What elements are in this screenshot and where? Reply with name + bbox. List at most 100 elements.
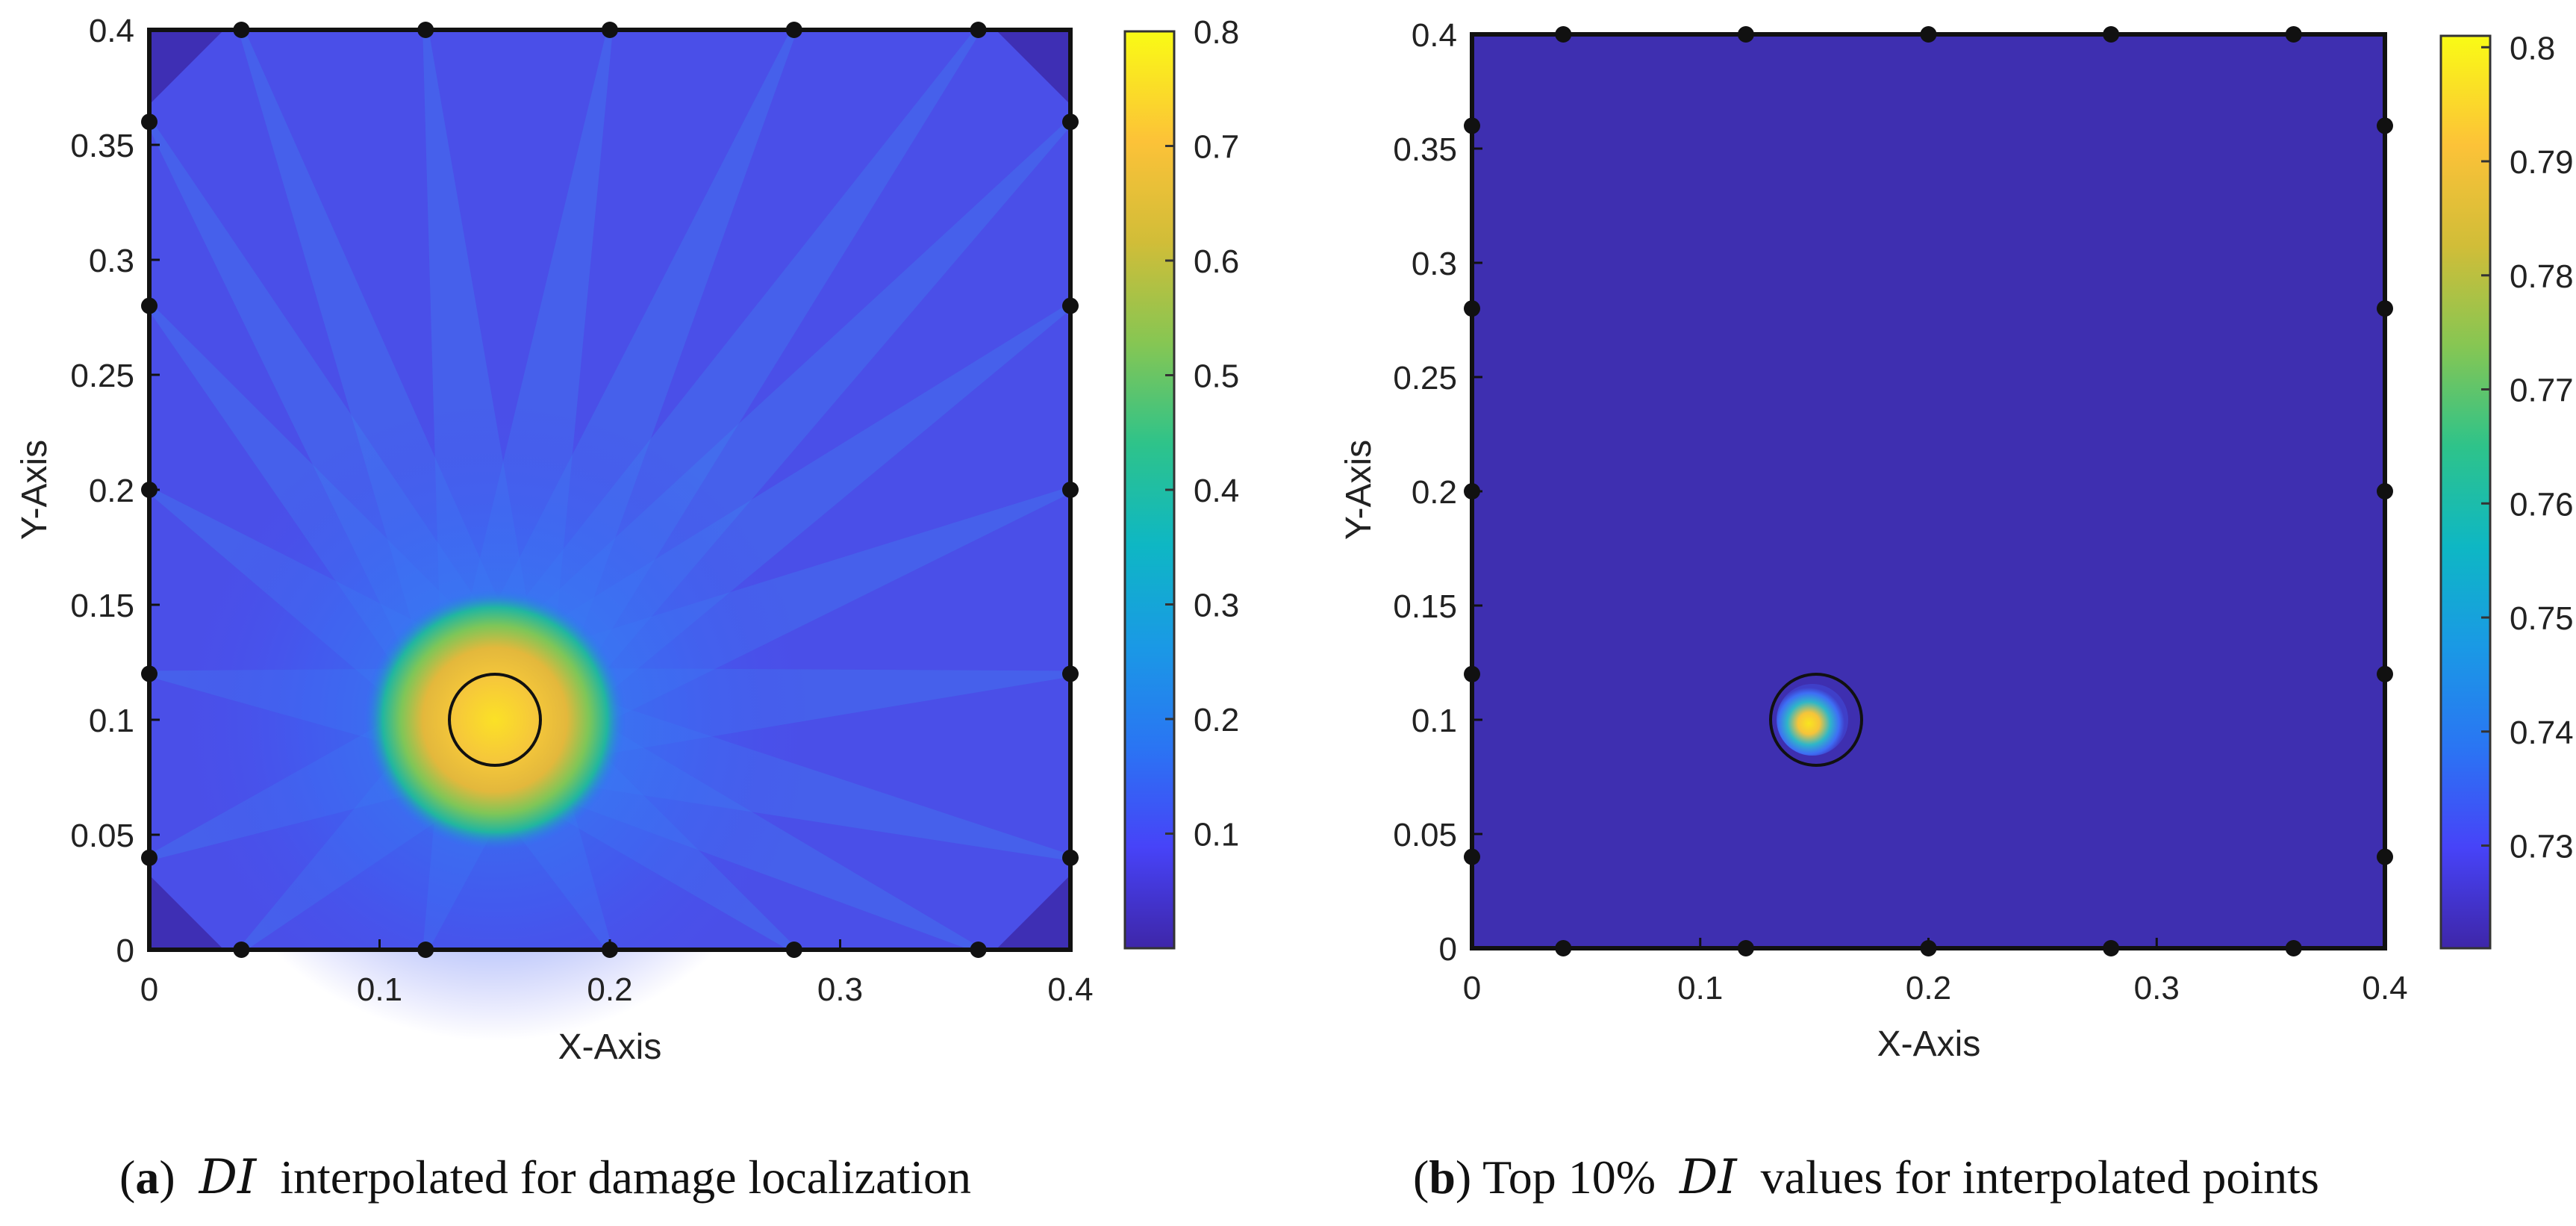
x-tick-label: 0.1 <box>1677 970 1723 1006</box>
heatmap-b-hotspot <box>1777 684 1848 756</box>
panel-b-heatmap: 0 0.1 0.2 0.3 0.4 0 0.05 0.1 0.15 0.2 0.25 0.3 0.35 0… <box>1339 17 2574 1064</box>
damage-circle-a <box>448 673 542 767</box>
y-tick-label: 0.05 <box>1393 817 1457 853</box>
sensor-point <box>1555 940 1572 956</box>
colorbar-tick-label: 0.78 <box>2510 258 2574 295</box>
sensor-point <box>233 22 250 38</box>
sensors-b <box>1464 26 2393 956</box>
x-tick-label: 0.2 <box>587 971 632 1008</box>
sensor-point <box>602 22 618 38</box>
x-tick-label: 0.3 <box>2134 970 2180 1006</box>
caption-b-symbol: DI <box>1680 1150 1737 1205</box>
colorbar-tick-label: 0.6 <box>1194 243 1239 280</box>
x-tick-label: 0.4 <box>1047 971 1093 1008</box>
sensor-point <box>1737 940 1754 956</box>
caption-b-pre: Top 10% <box>1482 1151 1656 1204</box>
caption-a-text: interpolated for damage localization <box>280 1151 972 1204</box>
y-tick-label: 0.4 <box>1412 17 1457 54</box>
sensor-point <box>1555 26 1572 43</box>
caption-a: (a) DI interpolated for damage localizat… <box>119 1150 972 1205</box>
sensor-point <box>1737 26 1754 43</box>
colorbar-tick-label: 0.8 <box>1194 14 1239 51</box>
caption-b-text: values for interpolated points <box>1760 1151 2319 1204</box>
sensor-point <box>2103 26 2120 43</box>
caption-b: (b) Top 10% DI values for interpolated p… <box>1413 1150 2319 1205</box>
colorbar-b-ticks: 0.73 0.74 0.75 0.76 0.77 0.78 0.79 0.8 <box>2481 30 2574 865</box>
sensor-point <box>2377 848 2393 865</box>
sensor-point <box>2285 940 2302 956</box>
sensor-point <box>141 849 158 866</box>
sensor-point <box>2377 483 2393 500</box>
x-axis-label-b: X-Axis <box>1877 1024 1981 1064</box>
caption-a-symbol: DI <box>199 1150 257 1205</box>
x-tick-label: 0.1 <box>357 971 402 1008</box>
sensor-point <box>2285 26 2302 43</box>
caption-b-label: b <box>1429 1151 1456 1204</box>
sensors-a <box>141 22 1079 958</box>
colorbar-tick-label: 0.1 <box>1194 817 1239 853</box>
colorbar-a-ticks: 0.1 0.2 0.3 0.4 0.5 0.6 0.7 0.8 <box>1165 14 1239 853</box>
sensor-point <box>785 942 802 958</box>
x-tick-label: 0.4 <box>2362 970 2407 1006</box>
colorbar-tick-label: 0.3 <box>1194 588 1239 624</box>
y-tick-label: 0.15 <box>1393 588 1457 625</box>
y-tick-label: 0.2 <box>89 473 134 509</box>
axes-a: 0 0.1 0.2 0.3 0.4 0 0.05 0.1 0.15 0.2 0.25 0.3 0.35 0… <box>70 13 1093 1008</box>
sensor-point <box>141 297 158 314</box>
sensor-point <box>970 22 987 38</box>
y-tick-label: 0.2 <box>1412 474 1457 511</box>
sensor-point <box>417 942 434 958</box>
y-tick-label: 0.25 <box>70 358 134 394</box>
y-tick-label: 0.25 <box>1393 360 1457 396</box>
sensor-point <box>1920 26 1937 43</box>
colorbar-tick-label: 0.79 <box>2510 144 2574 181</box>
colorbar-tick-label: 0.5 <box>1194 358 1239 395</box>
y-tick-label: 0.05 <box>70 818 134 854</box>
panel-a-heatmap: 0 0.1 0.2 0.3 0.4 0 0.05 0.1 0.15 0.2 0.25 0.3 0.35 0… <box>15 13 1239 1067</box>
sensor-point <box>2377 300 2393 317</box>
colorbar-tick-label: 0.4 <box>1194 473 1239 509</box>
sensor-point <box>2377 665 2393 682</box>
x-tick-label: 0 <box>1463 970 1481 1006</box>
y-tick-label: 0.3 <box>89 243 134 279</box>
x-tick-label: 0 <box>140 971 158 1008</box>
colorbar-tick-label: 0.74 <box>2510 715 2574 751</box>
colorbar-tick-label: 0.73 <box>2510 829 2574 865</box>
sensor-point <box>1464 300 1480 317</box>
y-tick-label: 0.35 <box>70 128 134 164</box>
x-axis-label-a: X-Axis <box>558 1027 662 1067</box>
sensor-point <box>1062 297 1079 314</box>
y-tick-label: 0.35 <box>1393 131 1457 168</box>
y-tick-label: 0.3 <box>1412 246 1457 282</box>
heatmap-a-corner-tl <box>149 30 224 105</box>
y-axis-label-a: Y-Axis <box>15 440 54 540</box>
sensor-point <box>970 942 987 958</box>
sensor-point <box>233 942 250 958</box>
axes-b: 0 0.1 0.2 0.3 0.4 0 0.05 0.1 0.15 0.2 0.25 0.3 0.35 0… <box>1393 17 2407 1006</box>
sensor-point <box>2377 117 2393 134</box>
colorbar-tick-label: 0.7 <box>1194 129 1239 166</box>
heatmap-a-hotspot <box>364 589 626 850</box>
heatmap-b-background <box>1472 34 2385 948</box>
x-tick-label: 0.2 <box>1906 970 1951 1006</box>
y-tick-label: 0 <box>116 933 134 969</box>
heatmap-a-corner-tr <box>996 30 1070 105</box>
sensor-point <box>141 113 158 131</box>
colorbar-tick-label: 0.76 <box>2510 486 2574 523</box>
caption-a-label: a <box>135 1151 160 1204</box>
heatmap-a-corner-bl <box>149 875 224 950</box>
y-tick-label: 0.1 <box>1412 703 1457 739</box>
sensor-point <box>1464 117 1480 134</box>
sensor-point <box>1464 665 1480 682</box>
y-tick-label: 0.15 <box>70 588 134 624</box>
colorbar-tick-label: 0.75 <box>2510 600 2574 637</box>
sensor-point <box>417 22 434 38</box>
sensor-point <box>141 665 158 682</box>
sensor-point <box>1062 665 1079 682</box>
colorbar-tick-label: 0.2 <box>1194 702 1239 738</box>
sensor-point <box>785 22 802 38</box>
colorbar-tick-label: 0.77 <box>2510 373 2574 409</box>
heatmap-a-corner-br <box>996 875 1070 950</box>
sensor-point <box>1062 482 1079 498</box>
